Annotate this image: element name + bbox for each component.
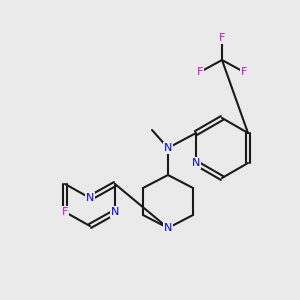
Text: F: F [219, 33, 225, 43]
Text: F: F [241, 67, 247, 77]
Text: F: F [197, 67, 203, 77]
Text: N: N [192, 158, 200, 168]
Text: N: N [164, 223, 172, 233]
Text: N: N [86, 193, 94, 203]
Text: N: N [164, 143, 172, 153]
Text: F: F [62, 207, 68, 217]
Text: N: N [111, 207, 119, 217]
